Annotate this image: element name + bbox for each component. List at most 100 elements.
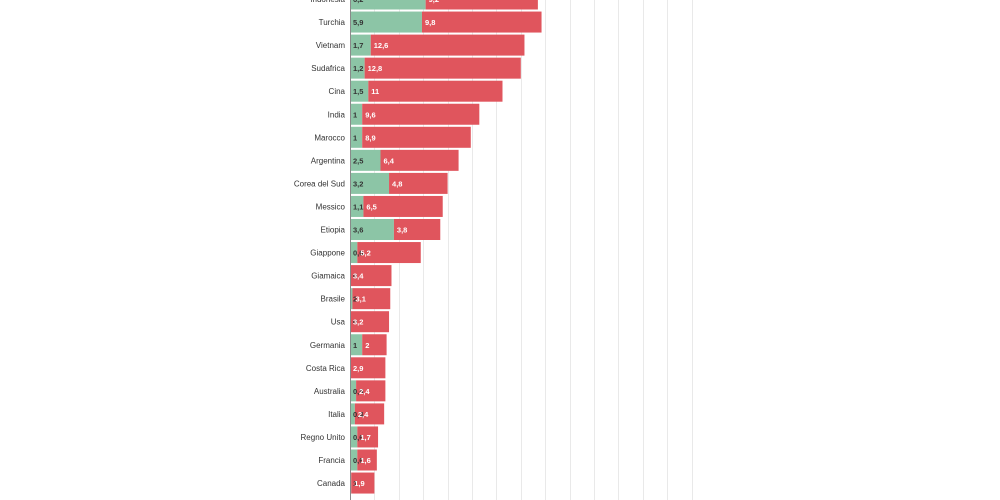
bar-segment-green — [350, 103, 363, 125]
bar-segment-red — [357, 426, 379, 448]
data-label-red: 4,8 — [392, 179, 402, 188]
bar-segment-red — [357, 242, 421, 264]
data-label-green: 5,9 — [353, 18, 363, 27]
data-label-green: 1 — [353, 110, 357, 119]
bar-segment-red — [354, 403, 385, 425]
bar-segment-red — [393, 219, 441, 240]
category-label: Canada — [317, 479, 346, 488]
category-label: Turchia — [319, 18, 346, 27]
bar-segment-green — [350, 80, 369, 102]
data-label-green: 1,1 — [353, 202, 363, 211]
bar-segment-red — [368, 80, 503, 102]
data-label-red: 9,8 — [425, 18, 435, 27]
data-label-red: 3,4 — [353, 272, 364, 281]
category-label: Costa Rica — [306, 364, 346, 373]
category-label: Argentina — [311, 156, 346, 165]
bar-segment-green — [350, 0, 426, 10]
bar-segment-green — [350, 334, 363, 356]
data-label-green: 0 — [353, 318, 357, 327]
bar-segment-green — [350, 449, 358, 471]
category-label: India — [328, 110, 346, 119]
category-label: Giappone — [310, 249, 345, 258]
bar-segment-red — [389, 172, 448, 194]
data-label-red: 3,8 — [397, 226, 407, 235]
bar-segment-red — [352, 288, 391, 310]
data-label-green: 3,6 — [353, 226, 363, 235]
bar-segment-green — [350, 149, 381, 171]
data-label-red: 3,2 — [353, 318, 363, 327]
category-label: Regno Unito — [301, 433, 346, 442]
bar-segment-red — [364, 57, 521, 79]
data-label-red: 12,6 — [374, 41, 389, 50]
bar-segment-red — [362, 334, 387, 356]
data-label-red: 11 — [371, 87, 379, 96]
data-label-green: 1,5 — [353, 87, 363, 96]
data-label-red: 1,6 — [360, 456, 370, 465]
data-label-green: 1 — [353, 479, 357, 488]
data-label-green: 2,5 — [353, 156, 363, 165]
data-label-green: 1 — [353, 133, 357, 142]
data-label-red: 5,2 — [360, 249, 370, 258]
bar-segment-green — [350, 195, 364, 217]
category-label: Etiopia — [321, 226, 346, 235]
bar-segment-red — [362, 103, 480, 125]
data-label-red: 2,4 — [358, 410, 369, 419]
data-label-red: 9,2 — [429, 0, 439, 4]
bar-segment-red — [356, 380, 386, 402]
bar-segment-red — [351, 472, 375, 494]
category-label: Marocco — [314, 133, 345, 142]
category-label: Italia — [328, 410, 345, 419]
category-label: Cina — [329, 87, 346, 96]
data-label-green: 0,6 — [353, 249, 363, 258]
data-label-red: 12,8 — [368, 64, 383, 73]
data-label-red: 6,4 — [384, 156, 395, 165]
bar-segment-green — [350, 426, 358, 448]
bar-segment-red — [363, 195, 443, 217]
data-label-red: 1,7 — [360, 433, 370, 442]
bar-segment-green — [350, 57, 365, 79]
data-label-red: 2,4 — [359, 387, 370, 396]
bar-segment-red — [357, 449, 377, 471]
data-label-green: 6,2 — [353, 0, 363, 4]
bar-segment-green — [350, 11, 422, 33]
data-label-green: 1,2 — [353, 64, 363, 73]
data-label-green: 0,6 — [353, 433, 363, 442]
data-label-green: 0,5 — [353, 387, 363, 396]
category-label: Giamaica — [311, 272, 345, 281]
data-label-green: 1,7 — [353, 41, 363, 50]
bar-segment-red — [362, 126, 471, 148]
data-label-red: 9,6 — [365, 110, 375, 119]
data-label-green: 0 — [353, 272, 357, 281]
category-label: Sudafrica — [311, 64, 345, 73]
data-label-red: 8,9 — [365, 133, 375, 142]
category-label: Messico — [316, 202, 346, 211]
data-label-red: 6,5 — [366, 202, 376, 211]
bar-segment-green — [350, 172, 390, 194]
data-label-red: 3,1 — [355, 295, 365, 304]
bar-segment-red — [350, 265, 392, 287]
data-label-red: 2,9 — [353, 364, 363, 373]
data-label-green: 0,6 — [353, 456, 363, 465]
bar-segment-green — [350, 126, 363, 148]
category-label: Germania — [310, 341, 346, 350]
category-label: Australia — [314, 387, 346, 396]
data-label-green: 2 — [353, 295, 357, 304]
bar-segment-green — [350, 403, 355, 425]
data-label-green: 0,4 — [353, 410, 364, 419]
bar-segment-red — [350, 357, 386, 379]
category-label: Francia — [318, 456, 345, 465]
bar-segment-red — [425, 0, 538, 10]
category-label: Indonesia — [310, 0, 345, 4]
bar-segment-red — [421, 11, 542, 33]
data-label-green: 3,2 — [353, 179, 363, 188]
bar-segment-red — [380, 149, 459, 171]
category-label: Corea del Sud — [294, 179, 345, 188]
bar-segment-green — [350, 242, 358, 264]
category-label: Usa — [331, 318, 346, 327]
category-label: Brasile — [321, 295, 346, 304]
bar-segment-green — [350, 380, 357, 402]
bar-segment-red — [370, 34, 525, 56]
bar-segment-green — [350, 288, 353, 310]
